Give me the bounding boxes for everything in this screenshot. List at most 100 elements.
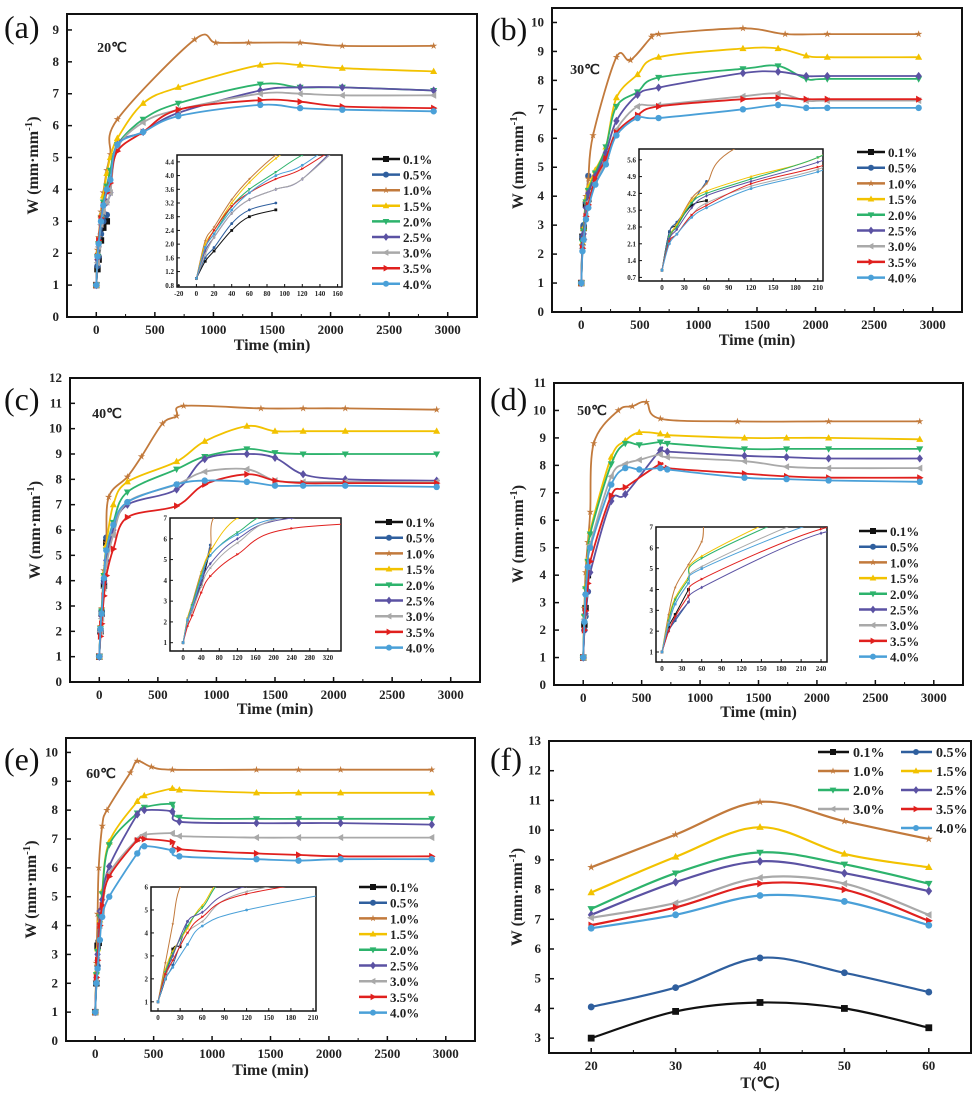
data-point-2.5% [664, 447, 671, 456]
inset-y-tick-label: 6 [650, 544, 654, 552]
inset-point-2.0% [690, 201, 694, 205]
inset-y-tick-label: 4.2 [627, 190, 636, 198]
x-tick-label: 2500 [862, 690, 888, 705]
data-point-2.5% [739, 68, 747, 78]
legend-label: 0.5% [890, 540, 919, 555]
data-point-2.0% [740, 446, 748, 453]
legend-label: 1.0% [390, 911, 419, 926]
inset-point-3.0% [354, 129, 357, 132]
data-point-4.0% [739, 106, 747, 113]
data-point-2.5% [622, 490, 629, 499]
inset-x-tick-label: 150 [768, 284, 779, 292]
data-point-4.0% [97, 218, 105, 225]
data-point-1.5% [840, 849, 849, 857]
data-point-0.1% [841, 1005, 848, 1012]
data-point-4.0% [95, 240, 102, 247]
inset-point-4.0% [690, 216, 694, 219]
inset-point-3.5% [209, 574, 212, 578]
inset-point-4.0% [899, 507, 902, 510]
legend-marker [383, 264, 390, 272]
inset-x-tick-label: 60 [246, 290, 254, 298]
y-axis-label-part: W (mm·mm [510, 499, 527, 583]
inset-point-1.0% [859, 463, 862, 466]
data-point-3.5% [916, 95, 923, 103]
y-tick-label: 6 [52, 860, 59, 875]
inset-y-tick-label: 2 [650, 628, 654, 636]
data-point-2.5% [201, 454, 208, 464]
inset-point-1.0% [179, 887, 182, 889]
x-tick-label: 2000 [318, 322, 344, 337]
data-point-4.0% [139, 128, 147, 136]
data-point-2.5% [169, 807, 176, 816]
inset-point-4.0% [245, 908, 249, 912]
inset-point-0.1% [247, 215, 251, 219]
inset-x-tick-label: 210 [796, 665, 807, 673]
inset-point-3.0% [230, 211, 233, 215]
data-point-2.0% [243, 446, 251, 453]
data-point-2.0% [174, 100, 182, 108]
inset-y-tick-label: 2.8 [165, 213, 174, 221]
inset-x-tick-label: 0 [181, 654, 185, 662]
legend-marker [385, 549, 393, 557]
data-point-1.0% [147, 763, 155, 770]
data-point-1.5% [139, 99, 147, 106]
inset-point-2.5% [422, 843, 425, 847]
legend-item: 1.0% [857, 176, 917, 191]
inset-point-2.0% [301, 155, 304, 157]
data-point-3.0% [102, 198, 110, 206]
data-point-1.0% [739, 24, 747, 32]
y-tick-label: 5 [52, 889, 59, 904]
data-point-2.0% [840, 861, 849, 869]
inset-y-tick-label: 3 [650, 607, 654, 615]
inset-y-tick-label: 2.1 [627, 240, 636, 248]
inset-point-4.0% [200, 924, 204, 928]
y-tick-label: 6 [540, 512, 547, 527]
inset-point-2.5% [200, 910, 204, 915]
inset-x-tick-label: 40 [228, 290, 236, 298]
inset-x-tick-label: 160 [250, 654, 261, 662]
data-point-3.0% [256, 90, 263, 98]
legend-label: 1.0% [853, 765, 885, 780]
data-point-2.5% [141, 805, 148, 815]
inset-point-2.5% [171, 954, 175, 958]
inset-point-2.5% [883, 134, 886, 138]
inset-point-1.0% [218, 510, 221, 513]
x-tick-label: 500 [145, 322, 165, 337]
data-point-1.5% [123, 478, 131, 485]
x-tick-label: 500 [148, 687, 168, 702]
inset-point-2.5% [236, 536, 239, 541]
inset-point-1.0% [230, 839, 233, 842]
x-tick-label: 1500 [259, 322, 285, 337]
inset-point-4.0% [186, 943, 189, 946]
inset-point-3.5% [819, 527, 823, 531]
legend-label: 4.0% [406, 641, 435, 656]
inset-point-3.5% [200, 591, 203, 595]
inset-point-3.5% [171, 958, 175, 963]
inset-x-tick-label: 120 [232, 654, 243, 662]
y-tick-label: 5 [56, 547, 63, 562]
inset-x-tick-label: 30 [177, 1014, 185, 1022]
inset-x-tick-label: 90 [221, 1014, 229, 1022]
x-tick-label: 20 [585, 1058, 598, 1073]
inset-frame [169, 517, 342, 652]
inset-point-1.5% [704, 189, 709, 193]
data-point-4.0% [608, 481, 615, 488]
data-point-4.0% [433, 483, 440, 491]
data-point-4.0% [578, 279, 585, 287]
inset-y-tick-label: 1.6 [165, 254, 174, 262]
inset-point-4.0% [675, 232, 679, 236]
x-tick-label: 0 [92, 1046, 99, 1061]
inset-point-4.0% [660, 650, 664, 654]
inset-point-3.5% [667, 629, 671, 633]
legend-label: 1.0% [890, 555, 919, 570]
data-point-2.5% [803, 71, 810, 81]
y-tick-label: 8 [535, 882, 542, 897]
inset-point-4.0% [156, 1000, 160, 1004]
data-point-3.5% [295, 851, 303, 859]
y-tick-label: 7 [535, 911, 542, 926]
data-point-4.0% [175, 112, 182, 120]
legend-marker [369, 930, 377, 937]
data-point-2.0% [168, 801, 176, 809]
legend-marker [829, 787, 837, 794]
legend-label: 2.0% [390, 943, 419, 958]
